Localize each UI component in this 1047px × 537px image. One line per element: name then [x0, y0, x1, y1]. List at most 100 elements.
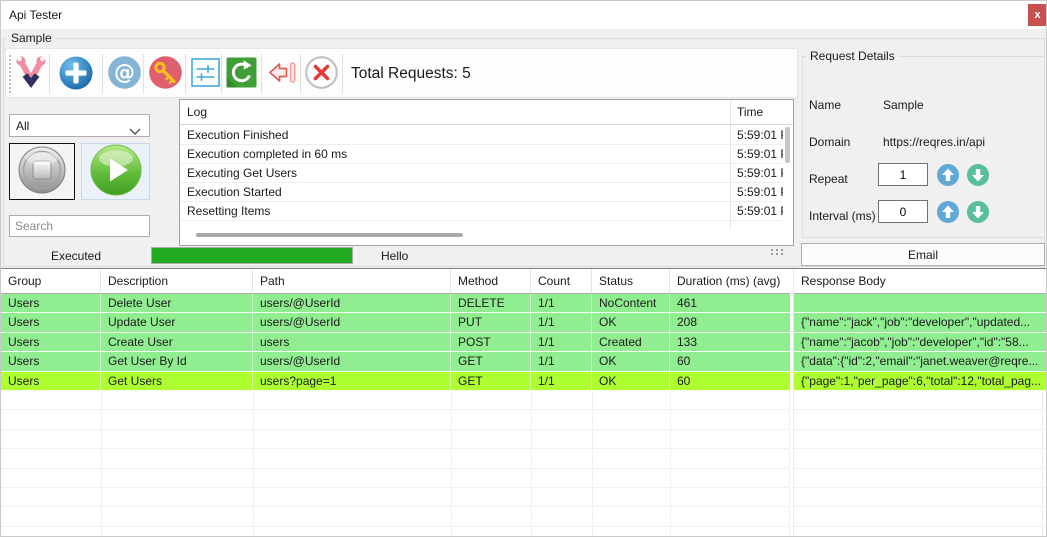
run-button[interactable] — [224, 55, 258, 93]
back-arrow-icon — [265, 56, 300, 92]
domain-label: Domain — [809, 135, 851, 149]
log-time: 5:59:01 P — [737, 147, 783, 161]
cell-method: DELETE — [451, 294, 531, 313]
cell-description: Delete User — [101, 294, 253, 313]
mention-button[interactable]: @ — [105, 55, 143, 93]
results-rows: Users Delete User users/@UserId DELETE 1… — [1, 294, 790, 391]
cell-status: NoContent — [592, 294, 670, 313]
settings-button[interactable] — [188, 55, 222, 93]
log-message: Executing Get Users — [187, 166, 298, 180]
column-header-count[interactable]: Count — [531, 269, 592, 293]
execution-status-label: Executed — [50, 249, 102, 263]
results-table: Group Description Path Method Count Stat… — [1, 268, 1046, 536]
repeat-up-button[interactable] — [937, 164, 959, 186]
sample-groupbox-label: Sample — [7, 31, 56, 45]
column-header-group[interactable]: Group — [1, 269, 101, 293]
repeat-label: Repeat — [809, 172, 848, 186]
log-time: 5:59:01 P — [737, 204, 783, 218]
cell-group: Users — [1, 332, 101, 352]
name-value: Sample — [883, 98, 924, 112]
cell-response-body-selected[interactable]: {"page":1,"per_page":6,"total":12,"total… — [794, 371, 1046, 391]
splitter-grip[interactable] — [771, 249, 785, 256]
log-message: Execution completed in 60 ms — [187, 147, 348, 161]
interval-up-button[interactable] — [937, 201, 959, 223]
log-column-header: Log — [187, 105, 208, 119]
table-row[interactable]: Users Get User By Id users/@UserId GET 1… — [1, 352, 790, 372]
cell-count: 1/1 — [531, 371, 592, 390]
toolbar-separator — [102, 54, 103, 94]
cell-count: 1/1 — [531, 332, 592, 352]
interval-input[interactable] — [878, 200, 928, 223]
return-button[interactable] — [264, 55, 300, 93]
toolbar-separator — [143, 54, 144, 94]
log-entry[interactable]: Execution Started 5:59:01 P — [180, 183, 783, 202]
cell-count: 1/1 — [531, 352, 592, 371]
log-header: Log Time — [180, 100, 793, 125]
cell-response-body[interactable]: {"name":"jack","job":"developer","update… — [794, 313, 1046, 333]
app-logo-icon — [14, 55, 48, 94]
cancel-button[interactable] — [303, 55, 339, 93]
add-request-button[interactable] — [57, 55, 95, 93]
log-column-divider — [730, 100, 731, 230]
cell-count: 1/1 — [531, 294, 592, 313]
interval-down-button[interactable] — [967, 201, 989, 223]
table-row[interactable]: Users Delete User users/@UserId DELETE 1… — [1, 294, 790, 314]
chevron-down-icon — [129, 124, 141, 138]
column-header-duration[interactable]: Duration (ms) (avg) — [677, 274, 781, 288]
column-header-method[interactable]: Method — [451, 269, 531, 293]
log-horizontal-scrollbar[interactable] — [196, 233, 463, 237]
cell-response-body[interactable]: {"data":{"id":2,"email":"janet.weaver@re… — [794, 352, 1046, 372]
log-vertical-scrollbar[interactable] — [785, 127, 790, 163]
table-row-selected[interactable]: Users Get Users users?page=1 GET 1/1 OK … — [1, 371, 790, 391]
toolbar-separator — [49, 54, 50, 94]
log-entry[interactable]: Resetting Items 5:59:01 P — [180, 202, 783, 221]
cell-status: OK — [592, 371, 670, 390]
domain-value: https://reqres.in/api — [883, 135, 986, 149]
column-header-status[interactable]: Status — [592, 269, 670, 293]
email-button[interactable]: Email — [801, 243, 1045, 266]
repeat-down-button[interactable] — [967, 164, 989, 186]
cell-group: Users — [1, 313, 101, 332]
arrow-down-icon — [967, 164, 989, 189]
svg-text:@: @ — [114, 61, 135, 85]
column-header-path[interactable]: Path — [253, 269, 451, 293]
window-title: Api Tester — [9, 8, 63, 22]
cell-response-body[interactable]: {"name":"jacob","job":"developer","id":"… — [794, 332, 1046, 353]
cell-duration: 461 — [677, 296, 698, 310]
cancel-x-icon — [304, 55, 339, 93]
cell-description: Create User — [101, 332, 253, 352]
repeat-input[interactable] — [878, 163, 928, 186]
log-time: 5:59:01 P — [737, 185, 783, 199]
cell-group: Users — [1, 352, 101, 371]
auth-key-button[interactable] — [146, 55, 184, 93]
cell-path: users/@UserId — [253, 313, 451, 332]
filter-dropdown[interactable]: All — [9, 114, 150, 137]
log-entry[interactable]: Execution completed in 60 ms 5:59:01 P — [180, 145, 783, 164]
column-header-response-body[interactable]: Response Body — [794, 269, 1046, 294]
time-column-header: Time — [737, 105, 764, 119]
request-details-title: Request Details — [806, 49, 899, 63]
log-entry[interactable]: Execution Finished 5:59:01 P — [180, 126, 783, 145]
column-header-description[interactable]: Description — [101, 269, 253, 293]
table-row[interactable]: Users Create User users POST 1/1 Created… — [1, 332, 790, 353]
cell-count: 1/1 — [531, 313, 592, 332]
cell-status: OK — [592, 313, 670, 332]
request-details-groupbox — [802, 56, 1045, 238]
cell-group: Users — [1, 294, 101, 313]
stop-button[interactable] — [9, 143, 75, 200]
log-message: Execution Finished — [187, 128, 289, 142]
toolbar-grip[interactable] — [9, 55, 12, 93]
arrow-up-icon — [937, 201, 959, 226]
toolbar-separator — [261, 54, 262, 94]
cell-description: Update User — [101, 313, 253, 332]
search-input[interactable] — [9, 215, 150, 237]
log-entry[interactable]: Executing Get Users 5:59:01 P — [180, 164, 783, 183]
cell-group: Users — [1, 371, 101, 390]
key-icon — [148, 55, 183, 93]
play-button[interactable] — [81, 143, 150, 200]
cell-response-body[interactable] — [794, 294, 1046, 314]
app-logo-button[interactable] — [12, 55, 50, 93]
table-row[interactable]: Users Update User users/@UserId PUT 1/1 … — [1, 313, 790, 333]
close-button[interactable]: x — [1028, 4, 1046, 26]
